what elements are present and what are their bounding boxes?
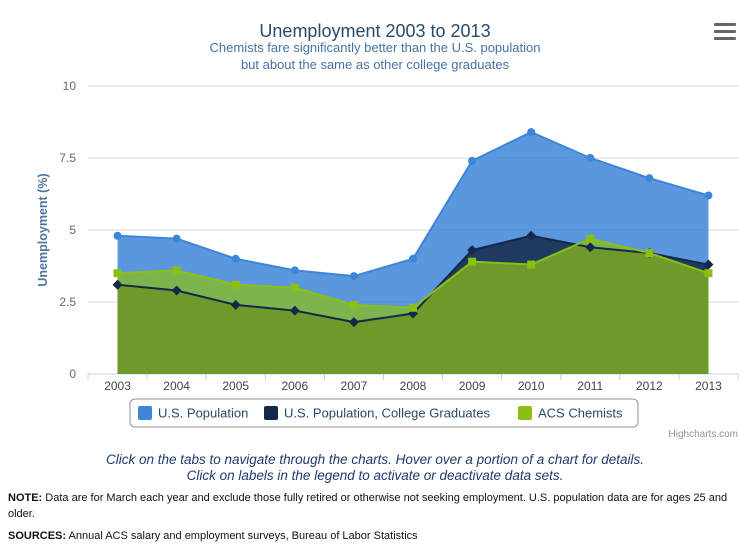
data-point-circle [172,234,181,243]
x-tick-label: 2004 [163,379,190,393]
data-point-square [113,269,122,278]
y-tick-label: 10 [63,79,77,93]
data-point-square [468,257,477,266]
note-text: NOTE: Data are for March each year and e… [8,490,738,522]
y-tick-label: 7.5 [59,151,76,165]
legend-label: ACS Chemists [538,406,623,421]
chart-subtitle-line: Chemists fare significantly better than … [210,40,541,55]
legend-box [129,398,639,428]
data-point-diamond [703,259,714,270]
data-point-circle [290,266,299,275]
data-point-square [172,266,181,275]
data-point-circle [527,128,536,137]
data-point-diamond [289,305,300,316]
x-tick-label: 2006 [281,379,308,393]
data-point-circle [468,156,477,165]
data-point-square [586,234,595,243]
data-point-diamond [585,242,596,253]
x-tick-label: 2008 [400,379,427,393]
y-tick-label: 5 [69,223,76,237]
legend-item-0[interactable]: U.S. Population [138,406,248,421]
chart-title: Unemployment 2003 to 2013 [259,21,490,41]
legend-swatch [138,406,152,420]
sources-label: SOURCES: [8,530,67,542]
note-body: Data are for March each year and exclude… [8,492,728,520]
note-label: NOTE: [8,492,43,504]
data-point-circle [704,191,713,200]
data-point-diamond [112,279,123,290]
y-axis-title: Unemployment (%) [36,173,50,286]
y-tick-label: 2.5 [59,295,76,309]
x-tick-label: 2010 [518,379,545,393]
data-point-circle [349,272,358,281]
data-point-circle [231,254,240,263]
data-point-square [231,280,240,289]
data-point-circle [586,154,595,162]
sources-body: Annual ACS salary and employment surveys… [66,530,418,542]
x-tick-label: 2009 [459,379,486,393]
sources-text: SOURCES: Annual ACS salary and employmen… [8,528,738,544]
x-tick-label: 2005 [222,379,249,393]
x-tick-label: 2012 [636,379,663,393]
data-point-square [527,260,536,269]
series-area-2 [117,238,709,374]
legend-swatch [518,406,532,420]
highcharts-credits[interactable]: Highcharts.com [668,429,738,440]
data-point-diamond [230,299,241,310]
x-tick-label: 2003 [104,379,131,393]
data-point-diamond [348,317,359,328]
data-point-diamond [467,245,478,256]
data-point-circle [409,254,417,263]
hamburger-menu-icon[interactable] [714,23,736,41]
x-tick-label: 2011 [577,379,603,393]
legend-item-2[interactable]: ACS Chemists [518,406,623,421]
legend-label: U.S. Population [158,406,248,421]
y-tick-label: 0 [69,367,76,381]
chart-subtitle-line: but about the same as other college grad… [241,57,510,72]
x-tick-label: 2007 [341,379,368,393]
data-point-square [349,300,358,309]
chart-instructions: Click on the tabs to navigate through th… [0,452,750,484]
data-point-diamond [171,285,182,296]
data-point-square [409,303,417,312]
data-point-square [290,283,299,292]
legend-label: U.S. Population, College Graduates [284,406,490,421]
data-point-circle [645,174,654,183]
data-point-square [645,249,654,258]
legend-swatch [264,406,278,420]
data-point-circle [113,231,122,240]
legend-item-1[interactable]: U.S. Population, College Graduates [264,406,490,421]
data-point-diamond [526,230,537,241]
instructions-line-1: Click on the tabs to navigate through th… [105,452,645,467]
x-tick-label: 2013 [695,379,722,393]
instructions-line-2: Click on labels in the legend to activat… [186,468,564,483]
data-point-square [704,269,713,278]
